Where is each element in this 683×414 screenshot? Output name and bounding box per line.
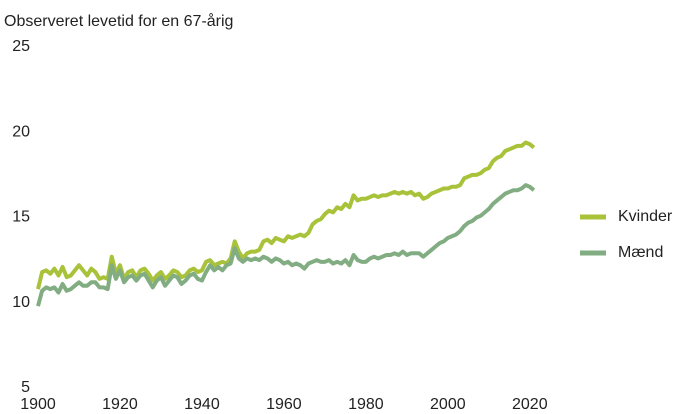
series-line [36, 183, 536, 307]
x-tick-label: 1940 [184, 396, 220, 413]
legend-label: Mænd [618, 244, 663, 261]
legend-label: Kvinder [618, 208, 673, 225]
y-tick-label: 5 [21, 379, 30, 396]
y-tick-label: 25 [12, 38, 30, 55]
y-tick-label: 15 [12, 209, 30, 226]
chart-title: Observeret levetid for en 67-årig [4, 12, 233, 30]
x-tick-label: 2000 [430, 396, 466, 413]
y-tick-label: 20 [12, 123, 30, 140]
x-tick-label: 1900 [20, 396, 56, 413]
y-tick-label: 10 [12, 294, 30, 311]
series-line [36, 140, 536, 290]
x-tick-label: 2020 [512, 396, 548, 413]
x-tick-label: 1980 [348, 396, 384, 413]
x-tick-label: 1920 [102, 396, 138, 413]
x-tick-label: 1960 [266, 396, 302, 413]
